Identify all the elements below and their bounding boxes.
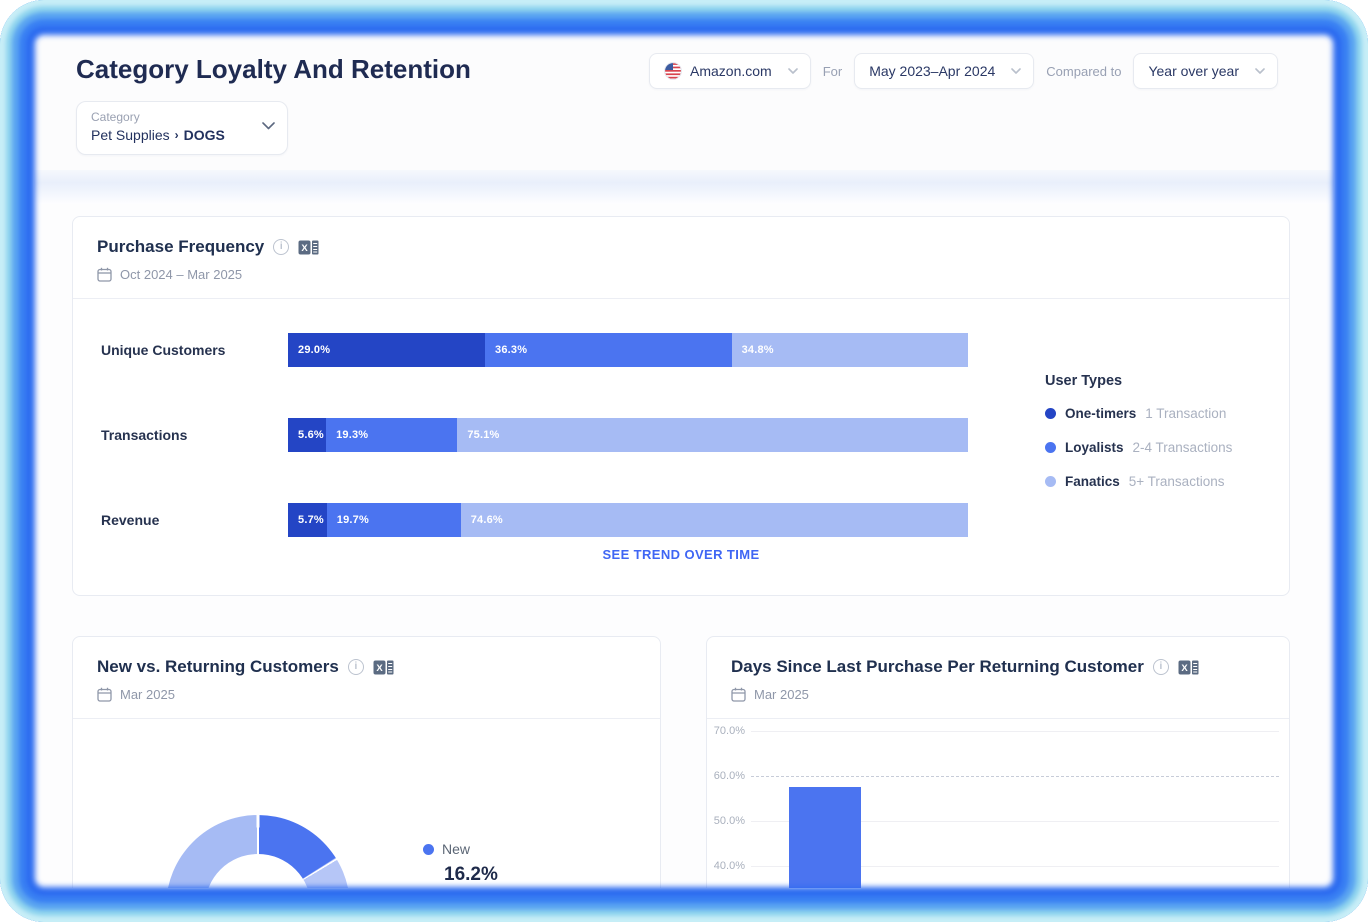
row-label: Revenue [101,512,160,528]
bar-segment-fanatics[interactable]: 34.8% [731,333,968,367]
excel-export-icon[interactable]: X [298,239,319,256]
card-period: Oct 2024 – Mar 2025 [120,267,243,282]
legend-item-fanatics[interactable]: Fanatics 5+ Transactions [1045,474,1289,489]
bottom-cards-row: New vs. Returning Customers i X [72,636,1290,888]
comparison-value: Year over year [1148,63,1239,79]
chevron-down-icon [1255,68,1265,74]
calendar-icon [731,687,746,702]
card-title: Days Since Last Purchase Per Returning C… [730,657,1144,676]
card-title: Purchase Frequency [97,237,265,256]
calendar-icon [97,687,112,702]
legend-dot-icon [1045,476,1056,487]
info-icon[interactable]: i [1152,659,1169,675]
svg-text:X: X [376,663,383,674]
bar-row-unique-customers: Unique Customers 29.0% 36.3% 34.8% [101,333,973,367]
stacked-bar: 29.0% 36.3% 34.8% [288,333,968,367]
bar-segment-fanatics[interactable]: 74.6% [460,503,968,537]
user-types-legend: User Types One-timers 1 Transaction Loya… [1045,373,1289,508]
row-label: Transactions [101,427,188,443]
bar-segment-one-timers[interactable]: 29.0% [288,333,485,367]
y-tick-70: 70.0% [713,725,745,737]
bar-segment-loyalists[interactable]: 19.7% [326,503,461,537]
bar-segment-loyalists[interactable]: 36.3% [485,333,732,367]
y-tick-40: 40.0% [713,860,745,872]
bar-segment-one-timers[interactable]: 5.6% [288,418,327,452]
divider [73,298,1289,299]
us-flag-icon [664,62,682,80]
donut-legend: New 16.2% [423,841,498,886]
legend-dot-icon [1045,408,1056,419]
svg-text:X: X [302,243,309,254]
excel-export-icon[interactable]: X [373,659,394,676]
calendar-icon [97,267,112,282]
breadcrumb-separator: › [174,128,179,142]
legend-item-new[interactable]: New [423,841,498,857]
gridline-70 [750,731,1279,732]
chevron-down-icon [1011,68,1022,74]
bar-segment-loyalists[interactable]: 19.3% [326,418,458,452]
donut-chart[interactable] [166,815,350,888]
category-selector[interactable]: Category Pet Supplies › DOGS [76,101,288,155]
legend-label: New [442,841,471,857]
retailer-value: Amazon.com [690,63,772,79]
stacked-bar: 5.6% 19.3% 75.1% [288,418,968,452]
card-period: Mar 2025 [753,687,809,702]
for-label: For [822,63,843,79]
comparison-dropdown[interactable]: Year over year [1133,53,1278,89]
days-since-last-purchase-card: Days Since Last Purchase Per Returning C… [705,636,1290,888]
excel-export-icon[interactable]: X [1178,659,1199,676]
purchase-frequency-header: Purchase Frequency i X [73,217,1289,282]
y-tick-60: 60.0% [713,770,745,782]
category-parent: Pet Supplies [91,127,170,143]
card-period: Mar 2025 [120,687,175,702]
date-range-value: May 2023–Apr 2024 [869,63,996,79]
category-label: Category [91,110,140,124]
header-controls: Amazon.com For May 2023–Apr 2024 Compare… [649,53,1278,89]
compared-to-label: Compared to [1046,63,1122,79]
page-header: Category Loyalty And Retention [34,34,1334,170]
bar-row-transactions: Transactions 5.6% 19.3% 75.1% [101,418,973,452]
bar-segment-one-timers[interactable]: 5.7% [288,503,327,537]
date-range-dropdown[interactable]: May 2023–Apr 2024 [854,53,1035,89]
donut-hole [205,854,311,888]
new-vs-returning-card: New vs. Returning Customers i X [72,636,661,888]
category-child: DOGS [183,127,225,143]
legend-title: User Types [1045,373,1123,389]
retailer-dropdown[interactable]: Amazon.com [649,53,811,89]
divider [73,718,660,719]
gridline-50 [750,821,1279,822]
stacked-bar-chart: Unique Customers 29.0% 36.3% 34.8% Trans… [73,299,973,537]
legend-value: 16.2% [444,864,498,885]
svg-text:X: X [1181,663,1188,674]
see-trend-over-time-link[interactable]: SEE TREND OVER TIME [602,547,760,562]
purchase-frequency-card: Purchase Frequency i X [72,216,1290,596]
legend-dot-icon [1045,442,1056,453]
gridline-40 [750,866,1279,867]
legend-item-loyalists[interactable]: Loyalists 2-4 Transactions [1045,440,1289,455]
chevron-down-icon [787,68,798,74]
header-fade-divider [34,170,1334,204]
category-value: Pet Supplies › DOGS [91,127,273,143]
legend-dot-icon [423,843,434,855]
gridline-60-dashed [750,776,1279,777]
legend-item-one-timers[interactable]: One-timers 1 Transaction [1045,406,1289,421]
page-title: Category Loyalty And Retention [76,54,471,84]
y-tick-50: 50.0% [713,815,745,827]
bar-segment-fanatics[interactable]: 75.1% [457,418,968,452]
info-icon[interactable]: i [347,659,364,675]
stacked-bar: 5.7% 19.7% 74.6% [288,503,968,537]
bar-row-revenue: Revenue 5.7% 19.7% 74.6% [101,503,973,537]
info-icon[interactable]: i [273,239,290,255]
dslp-bar[interactable] [788,787,861,888]
chevron-down-icon [262,122,275,130]
app-window: Category Loyalty And Retention [34,34,1334,888]
row-label: Unique Customers [101,342,226,358]
card-title: New vs. Returning Customers [97,657,339,676]
column-chart: 70.0% 60.0% 50.0% 40.0% [707,719,1289,888]
divider [706,718,1289,719]
